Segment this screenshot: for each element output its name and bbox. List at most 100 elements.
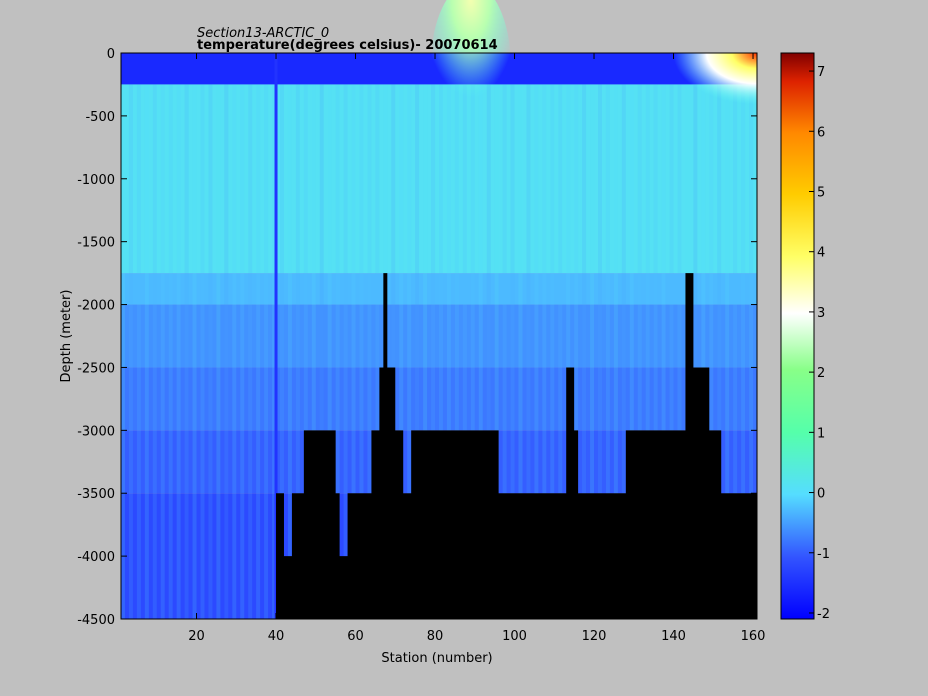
- temperature-layer-5: [121, 367, 757, 431]
- x-tick-label: 20: [188, 629, 205, 644]
- station-stripe: [470, 84, 475, 619]
- temperature-layer-4: [121, 304, 757, 368]
- station-stripe: [224, 84, 229, 619]
- colorbar: [780, 52, 815, 620]
- plot-frame: [120, 52, 758, 620]
- station-stripe: [629, 84, 634, 619]
- y-tick-label: 0: [107, 47, 115, 62]
- station-stripe: [295, 84, 300, 619]
- station-stripe: [280, 84, 284, 619]
- x-axis-label: Station (number): [381, 651, 492, 666]
- y-tick-label: -3000: [77, 424, 115, 439]
- station-stripe: [136, 84, 141, 619]
- station-stripe: [351, 84, 356, 619]
- station-stripe: [582, 84, 587, 619]
- station-stripe: [502, 84, 507, 619]
- station-stripe: [431, 84, 436, 619]
- y-tick-label: -1000: [77, 173, 115, 188]
- station-stripe: [598, 84, 602, 619]
- x-tick-label: 60: [347, 629, 364, 644]
- section-heatmap: [121, 0, 757, 619]
- station-stripe: [645, 84, 650, 619]
- station-stripe: [590, 84, 595, 619]
- x-tick-label: 40: [268, 629, 285, 644]
- station-stripe: [256, 84, 261, 619]
- y-tick-label: -3500: [77, 487, 115, 502]
- station-stripe: [248, 84, 253, 619]
- station-stripe: [677, 84, 682, 619]
- station-stripe: [574, 84, 579, 619]
- station-stripe: [701, 84, 706, 619]
- x-tick-label: 80: [427, 629, 444, 644]
- station-stripe: [558, 84, 563, 619]
- y-tick-label: -1500: [77, 236, 115, 251]
- colorbar-tick-label: 7: [817, 65, 825, 80]
- station-stripe: [176, 84, 181, 619]
- station-stripe: [232, 84, 237, 619]
- temperature-layer-3: [121, 273, 757, 305]
- station-stripe: [478, 84, 483, 619]
- colorbar-tick-label: 1: [817, 426, 825, 441]
- colorbar-tick-label: -1: [817, 547, 830, 562]
- temperature-layer-2: [121, 84, 757, 274]
- station-stripe: [494, 84, 499, 619]
- station-stripe: [423, 84, 428, 619]
- station-stripe: [725, 84, 730, 619]
- station-stripe: [399, 84, 404, 619]
- station-stripe: [518, 84, 523, 619]
- y-tick-label: -500: [85, 110, 115, 125]
- station-stripe: [240, 84, 245, 619]
- colorbar-tick-label: 4: [817, 246, 825, 261]
- station-stripe: [335, 84, 340, 619]
- station-stripe: [446, 84, 451, 619]
- station-stripe: [192, 84, 197, 619]
- station-stripe: [621, 84, 626, 619]
- station-stripe: [264, 84, 269, 619]
- y-axis: 0 -500 -1000 -1500 -2000 -2500 -3000 -3500 -4000…: [77, 47, 757, 628]
- station-stripe: [407, 84, 412, 619]
- x-tick-label: 160: [741, 629, 766, 644]
- x-axis: 20 40 60 80 100 120 140 160: [188, 53, 765, 644]
- station-stripe: [327, 84, 332, 619]
- station-stripe: [319, 84, 324, 619]
- x-tick-label: 120: [582, 629, 607, 644]
- station-stripe: [462, 84, 467, 619]
- colorbar-tick-label: -2: [817, 607, 830, 622]
- y-axis-label: Depth (meter): [59, 290, 74, 383]
- station-stripe: [693, 84, 698, 619]
- station-stripe: [216, 84, 221, 619]
- station-stripe: [311, 84, 316, 619]
- station-stripe: [613, 84, 618, 619]
- station-stripe: [121, 84, 125, 619]
- colorbar-tick-label: 5: [817, 185, 825, 200]
- station-stripe: [415, 84, 420, 619]
- station-stripe: [272, 84, 277, 619]
- warm-plume-feature: [430, 0, 511, 147]
- station-stripe: [749, 84, 754, 619]
- station-stripe: [534, 84, 539, 619]
- station-stripe: [486, 84, 491, 619]
- station-stripe: [375, 84, 380, 619]
- station-stripe: [208, 84, 213, 619]
- chart-subtitle: temperature(degrees celsius)- 20070614: [197, 38, 498, 53]
- station-stripe: [733, 84, 738, 619]
- station-stripe: [303, 84, 308, 619]
- station-stripe: [439, 84, 443, 619]
- station-stripe: [542, 84, 547, 619]
- station-stripe: [566, 84, 571, 619]
- station-marker-line: [274, 53, 278, 619]
- station-stripe: [510, 84, 515, 619]
- x-tick-label: 140: [661, 629, 686, 644]
- colorbar-tick-label: 3: [817, 306, 825, 321]
- colorbar-tick-label: 2: [817, 366, 825, 381]
- seafloor-bathymetry: [276, 273, 757, 619]
- station-stripe: [128, 84, 133, 619]
- station-stripe: [717, 84, 722, 619]
- station-stripe: [661, 84, 666, 619]
- y-tick-label: -4000: [77, 550, 115, 565]
- station-stripe: [391, 84, 396, 619]
- station-stripe: [526, 84, 531, 619]
- station-stripe: [709, 84, 714, 619]
- station-stripe: [144, 84, 149, 619]
